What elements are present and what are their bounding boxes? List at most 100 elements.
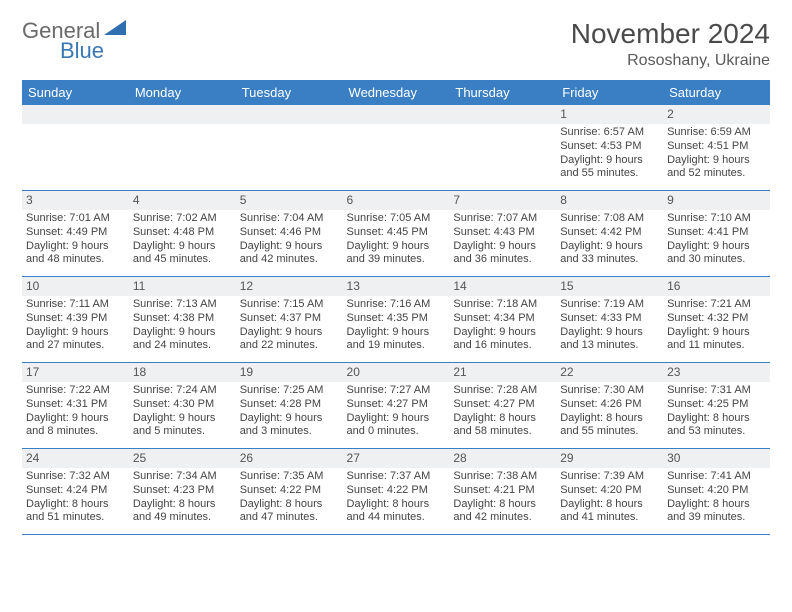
calendar-cell-content: 20Sunrise: 7:27 AMSunset: 4:27 PMDayligh… xyxy=(343,363,450,443)
day-info-ss: Sunset: 4:48 PM xyxy=(133,226,232,240)
calendar-cell-content: 3Sunrise: 7:01 AMSunset: 4:49 PMDaylight… xyxy=(22,191,129,271)
calendar-cell: 27Sunrise: 7:37 AMSunset: 4:22 PMDayligh… xyxy=(343,449,450,535)
calendar-week-row: 17Sunrise: 7:22 AMSunset: 4:31 PMDayligh… xyxy=(22,363,770,449)
calendar-cell-content: 27Sunrise: 7:37 AMSunset: 4:22 PMDayligh… xyxy=(343,449,450,529)
day-info-ss: Sunset: 4:53 PM xyxy=(560,140,659,154)
calendar-cell: 19Sunrise: 7:25 AMSunset: 4:28 PMDayligh… xyxy=(236,363,343,449)
calendar-cell-content xyxy=(22,105,129,130)
calendar-cell: 20Sunrise: 7:27 AMSunset: 4:27 PMDayligh… xyxy=(343,363,450,449)
day-number: 13 xyxy=(343,277,450,296)
day-info-d2: and 5 minutes. xyxy=(133,425,232,439)
calendar-cell-content: 29Sunrise: 7:39 AMSunset: 4:20 PMDayligh… xyxy=(556,449,663,529)
day-info-d1: Daylight: 8 hours xyxy=(560,412,659,426)
logo: General Blue xyxy=(22,18,130,44)
day-number: 27 xyxy=(343,449,450,468)
day-number xyxy=(129,105,236,124)
day-info-sr: Sunrise: 7:30 AM xyxy=(560,384,659,398)
calendar-cell-content xyxy=(449,105,556,130)
calendar-cell-content xyxy=(343,105,450,130)
calendar-week-row: 1Sunrise: 6:57 AMSunset: 4:53 PMDaylight… xyxy=(22,105,770,191)
day-info-d2: and 13 minutes. xyxy=(560,339,659,353)
calendar-cell-content: 1Sunrise: 6:57 AMSunset: 4:53 PMDaylight… xyxy=(556,105,663,185)
day-info-d1: Daylight: 9 hours xyxy=(26,412,125,426)
day-info-d2: and 33 minutes. xyxy=(560,253,659,267)
calendar-cell: 6Sunrise: 7:05 AMSunset: 4:45 PMDaylight… xyxy=(343,191,450,277)
day-info-ss: Sunset: 4:33 PM xyxy=(560,312,659,326)
day-info-d1: Daylight: 9 hours xyxy=(26,240,125,254)
header: General Blue November 2024 Rososhany, Uk… xyxy=(22,18,770,70)
day-info-ss: Sunset: 4:41 PM xyxy=(667,226,766,240)
day-info-ss: Sunset: 4:34 PM xyxy=(453,312,552,326)
calendar-cell-content: 11Sunrise: 7:13 AMSunset: 4:38 PMDayligh… xyxy=(129,277,236,357)
day-number: 29 xyxy=(556,449,663,468)
calendar-cell-content: 2Sunrise: 6:59 AMSunset: 4:51 PMDaylight… xyxy=(663,105,770,185)
calendar-cell-content: 12Sunrise: 7:15 AMSunset: 4:37 PMDayligh… xyxy=(236,277,343,357)
calendar-cell: 3Sunrise: 7:01 AMSunset: 4:49 PMDaylight… xyxy=(22,191,129,277)
day-info-ss: Sunset: 4:31 PM xyxy=(26,398,125,412)
day-info-d1: Daylight: 9 hours xyxy=(667,240,766,254)
calendar-cell: 12Sunrise: 7:15 AMSunset: 4:37 PMDayligh… xyxy=(236,277,343,363)
day-info-ss: Sunset: 4:27 PM xyxy=(453,398,552,412)
day-info-d1: Daylight: 8 hours xyxy=(667,498,766,512)
day-info-ss: Sunset: 4:27 PM xyxy=(347,398,446,412)
day-info-d2: and 49 minutes. xyxy=(133,511,232,525)
day-number: 7 xyxy=(449,191,556,210)
calendar-cell: 26Sunrise: 7:35 AMSunset: 4:22 PMDayligh… xyxy=(236,449,343,535)
day-info-sr: Sunrise: 7:27 AM xyxy=(347,384,446,398)
title-block: November 2024 Rososhany, Ukraine xyxy=(571,18,770,70)
day-info-ss: Sunset: 4:46 PM xyxy=(240,226,339,240)
day-info-d2: and 52 minutes. xyxy=(667,167,766,181)
day-number: 5 xyxy=(236,191,343,210)
calendar-cell-content: 17Sunrise: 7:22 AMSunset: 4:31 PMDayligh… xyxy=(22,363,129,443)
day-info-ss: Sunset: 4:20 PM xyxy=(560,484,659,498)
day-info-sr: Sunrise: 7:07 AM xyxy=(453,212,552,226)
calendar-cell: 10Sunrise: 7:11 AMSunset: 4:39 PMDayligh… xyxy=(22,277,129,363)
day-info-sr: Sunrise: 7:05 AM xyxy=(347,212,446,226)
day-info-ss: Sunset: 4:21 PM xyxy=(453,484,552,498)
calendar-cell-content: 15Sunrise: 7:19 AMSunset: 4:33 PMDayligh… xyxy=(556,277,663,357)
calendar-cell-content: 10Sunrise: 7:11 AMSunset: 4:39 PMDayligh… xyxy=(22,277,129,357)
day-info-d1: Daylight: 8 hours xyxy=(133,498,232,512)
calendar-cell: 18Sunrise: 7:24 AMSunset: 4:30 PMDayligh… xyxy=(129,363,236,449)
calendar-cell: 16Sunrise: 7:21 AMSunset: 4:32 PMDayligh… xyxy=(663,277,770,363)
day-info-d2: and 22 minutes. xyxy=(240,339,339,353)
calendar-cell: 11Sunrise: 7:13 AMSunset: 4:38 PMDayligh… xyxy=(129,277,236,363)
calendar-week-row: 10Sunrise: 7:11 AMSunset: 4:39 PMDayligh… xyxy=(22,277,770,363)
logo-triangle-icon xyxy=(104,20,130,43)
day-info-sr: Sunrise: 7:01 AM xyxy=(26,212,125,226)
day-info-sr: Sunrise: 7:21 AM xyxy=(667,298,766,312)
weekday-header: Friday xyxy=(556,81,663,105)
calendar-cell: 30Sunrise: 7:41 AMSunset: 4:20 PMDayligh… xyxy=(663,449,770,535)
day-info-ss: Sunset: 4:43 PM xyxy=(453,226,552,240)
day-info-sr: Sunrise: 7:34 AM xyxy=(133,470,232,484)
day-info-d2: and 51 minutes. xyxy=(26,511,125,525)
day-info-ss: Sunset: 4:22 PM xyxy=(347,484,446,498)
day-info-d1: Daylight: 8 hours xyxy=(667,412,766,426)
day-info-ss: Sunset: 4:45 PM xyxy=(347,226,446,240)
day-number: 23 xyxy=(663,363,770,382)
calendar-cell-content: 7Sunrise: 7:07 AMSunset: 4:43 PMDaylight… xyxy=(449,191,556,271)
day-number xyxy=(449,105,556,124)
day-number: 2 xyxy=(663,105,770,124)
calendar-cell-content: 9Sunrise: 7:10 AMSunset: 4:41 PMDaylight… xyxy=(663,191,770,271)
day-info-d1: Daylight: 9 hours xyxy=(453,326,552,340)
day-info-d1: Daylight: 8 hours xyxy=(453,498,552,512)
day-number: 15 xyxy=(556,277,663,296)
day-number: 16 xyxy=(663,277,770,296)
weekday-header-row: SundayMondayTuesdayWednesdayThursdayFrid… xyxy=(22,81,770,105)
day-info-d1: Daylight: 9 hours xyxy=(347,412,446,426)
weekday-header: Wednesday xyxy=(343,81,450,105)
day-info-sr: Sunrise: 7:35 AM xyxy=(240,470,339,484)
day-info-ss: Sunset: 4:30 PM xyxy=(133,398,232,412)
day-info-d2: and 55 minutes. xyxy=(560,425,659,439)
calendar-cell: 17Sunrise: 7:22 AMSunset: 4:31 PMDayligh… xyxy=(22,363,129,449)
day-number: 8 xyxy=(556,191,663,210)
day-info-d2: and 39 minutes. xyxy=(347,253,446,267)
day-info-d2: and 44 minutes. xyxy=(347,511,446,525)
day-info-ss: Sunset: 4:23 PM xyxy=(133,484,232,498)
day-number: 3 xyxy=(22,191,129,210)
day-info-d2: and 19 minutes. xyxy=(347,339,446,353)
day-info-ss: Sunset: 4:35 PM xyxy=(347,312,446,326)
day-info-sr: Sunrise: 6:59 AM xyxy=(667,126,766,140)
calendar-cell: 24Sunrise: 7:32 AMSunset: 4:24 PMDayligh… xyxy=(22,449,129,535)
